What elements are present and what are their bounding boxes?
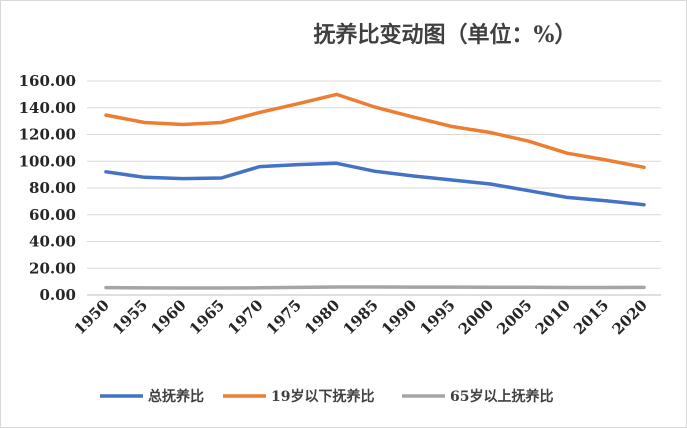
- y-tick-label: 100.00: [19, 152, 76, 170]
- x-tick-label: 1950: [71, 296, 113, 338]
- y-tick-label: 80.00: [29, 179, 76, 197]
- legend-label: 65岁以上抚养比: [450, 388, 553, 405]
- x-axis-ticks: 1950195519601965197019751980198519901995…: [71, 296, 651, 338]
- x-tick-label: 1955: [109, 296, 151, 338]
- x-tick-label: 1985: [340, 296, 382, 338]
- x-tick-label: 2005: [493, 296, 535, 338]
- x-tick-label: 1965: [186, 296, 228, 338]
- x-tick-label: 1960: [147, 296, 189, 338]
- y-tick-label: 120.00: [19, 126, 76, 144]
- x-tick-label: 1970: [224, 296, 266, 338]
- x-tick-label: 1975: [263, 296, 305, 338]
- series-line-2: [104, 92, 646, 170]
- chart-title: 抚养比变动图（单位：%）: [314, 22, 577, 48]
- y-tick-label: 20.00: [29, 259, 76, 277]
- gridlines: [87, 80, 661, 296]
- x-tick-label: 2010: [532, 296, 574, 338]
- series-line-3: [104, 285, 646, 290]
- series-line-1: [104, 161, 646, 207]
- legend: 总抚养比 19岁以下抚养比 65岁以上抚养比: [100, 388, 553, 405]
- y-tick-label: 160.00: [19, 72, 76, 90]
- x-tick-label: 1980: [301, 296, 343, 338]
- legend-label: 总抚养比: [148, 388, 204, 405]
- x-tick-label: 2000: [455, 296, 497, 338]
- y-tick-label: 0.00: [39, 286, 76, 304]
- y-tick-label: 140.00: [19, 99, 76, 117]
- x-tick-label: 2015: [570, 296, 612, 338]
- series-lines: [104, 92, 646, 290]
- y-tick-label: 40.00: [29, 233, 76, 251]
- x-tick-label: 2020: [609, 296, 651, 338]
- x-tick-label: 1995: [416, 296, 458, 338]
- y-tick-label: 60.00: [29, 206, 76, 224]
- y-axis-ticks: 0.00 20.00 40.00 60.00 80.00 100.00 120.00 140.…: [19, 72, 76, 304]
- legend-label: 19岁以下抚养比: [271, 388, 374, 405]
- x-tick-label: 1990: [378, 296, 420, 338]
